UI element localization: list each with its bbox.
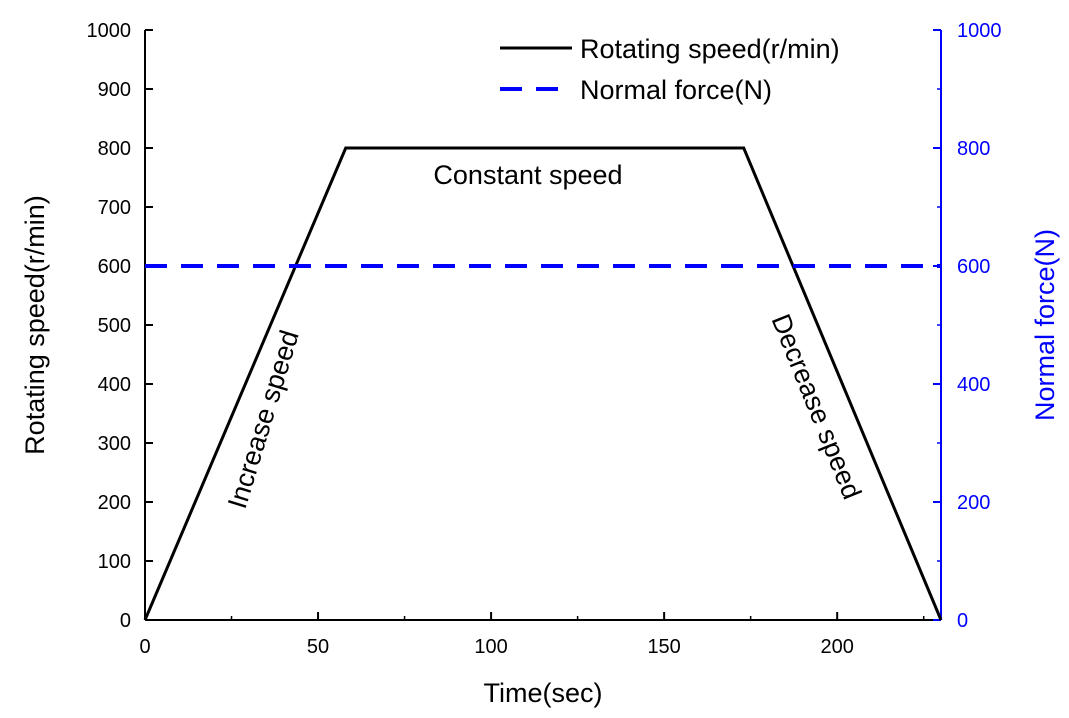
y-tick-label: 800: [98, 138, 131, 160]
x-ticks: 0 50 100 150 200: [139, 612, 925, 658]
series-line-rotating-speed: [143, 146, 943, 621]
legend-label-rotating-speed: Rotating speed(r/min): [580, 34, 840, 64]
y-axis-title: Rotating speed(r/min): [20, 195, 50, 455]
y2-tick-label: 800: [957, 138, 990, 160]
y2-tick-label: 400: [957, 374, 990, 396]
x-tick-label: 100: [474, 636, 507, 658]
legend-label-normal-force: Normal force(N): [580, 75, 772, 105]
y2-ticks: 0 200 400 600 800 1000: [933, 20, 1002, 632]
y2-axis-title: Normal force(N): [1030, 229, 1060, 421]
y2-tick-label: 600: [957, 256, 990, 278]
y-tick-label: 500: [98, 315, 131, 337]
y-tick-label: 700: [98, 197, 131, 219]
y-tick-label: 0: [120, 610, 131, 632]
y-tick-label: 1000: [87, 20, 132, 42]
y-tick-label: 300: [98, 433, 131, 455]
x-tick-label: 0: [139, 636, 150, 658]
x-tick-label: 150: [647, 636, 680, 658]
legend: Rotating speed(r/min) Normal force(N): [500, 34, 840, 105]
annotation-constant-speed: Constant speed: [433, 160, 622, 190]
y-tick-label: 900: [98, 79, 131, 101]
annotation-increase-speed: Increase speed: [222, 327, 305, 512]
y2-tick-label: 1000: [957, 20, 1002, 42]
x-tick-label: 50: [307, 636, 329, 658]
y2-tick-label: 0: [957, 610, 968, 632]
y-tick-label: 200: [98, 492, 131, 514]
x-axis-title: Time(sec): [484, 678, 603, 708]
y-ticks: 0 100 200 300 400 500 600 700 800 900 1000: [87, 20, 153, 632]
y-tick-label: 600: [98, 256, 131, 278]
x-tick-label: 200: [820, 636, 853, 658]
series-layer: [143, 146, 943, 621]
y-tick-label: 400: [98, 374, 131, 396]
y2-tick-label: 200: [957, 492, 990, 514]
y-tick-label: 100: [98, 551, 131, 573]
